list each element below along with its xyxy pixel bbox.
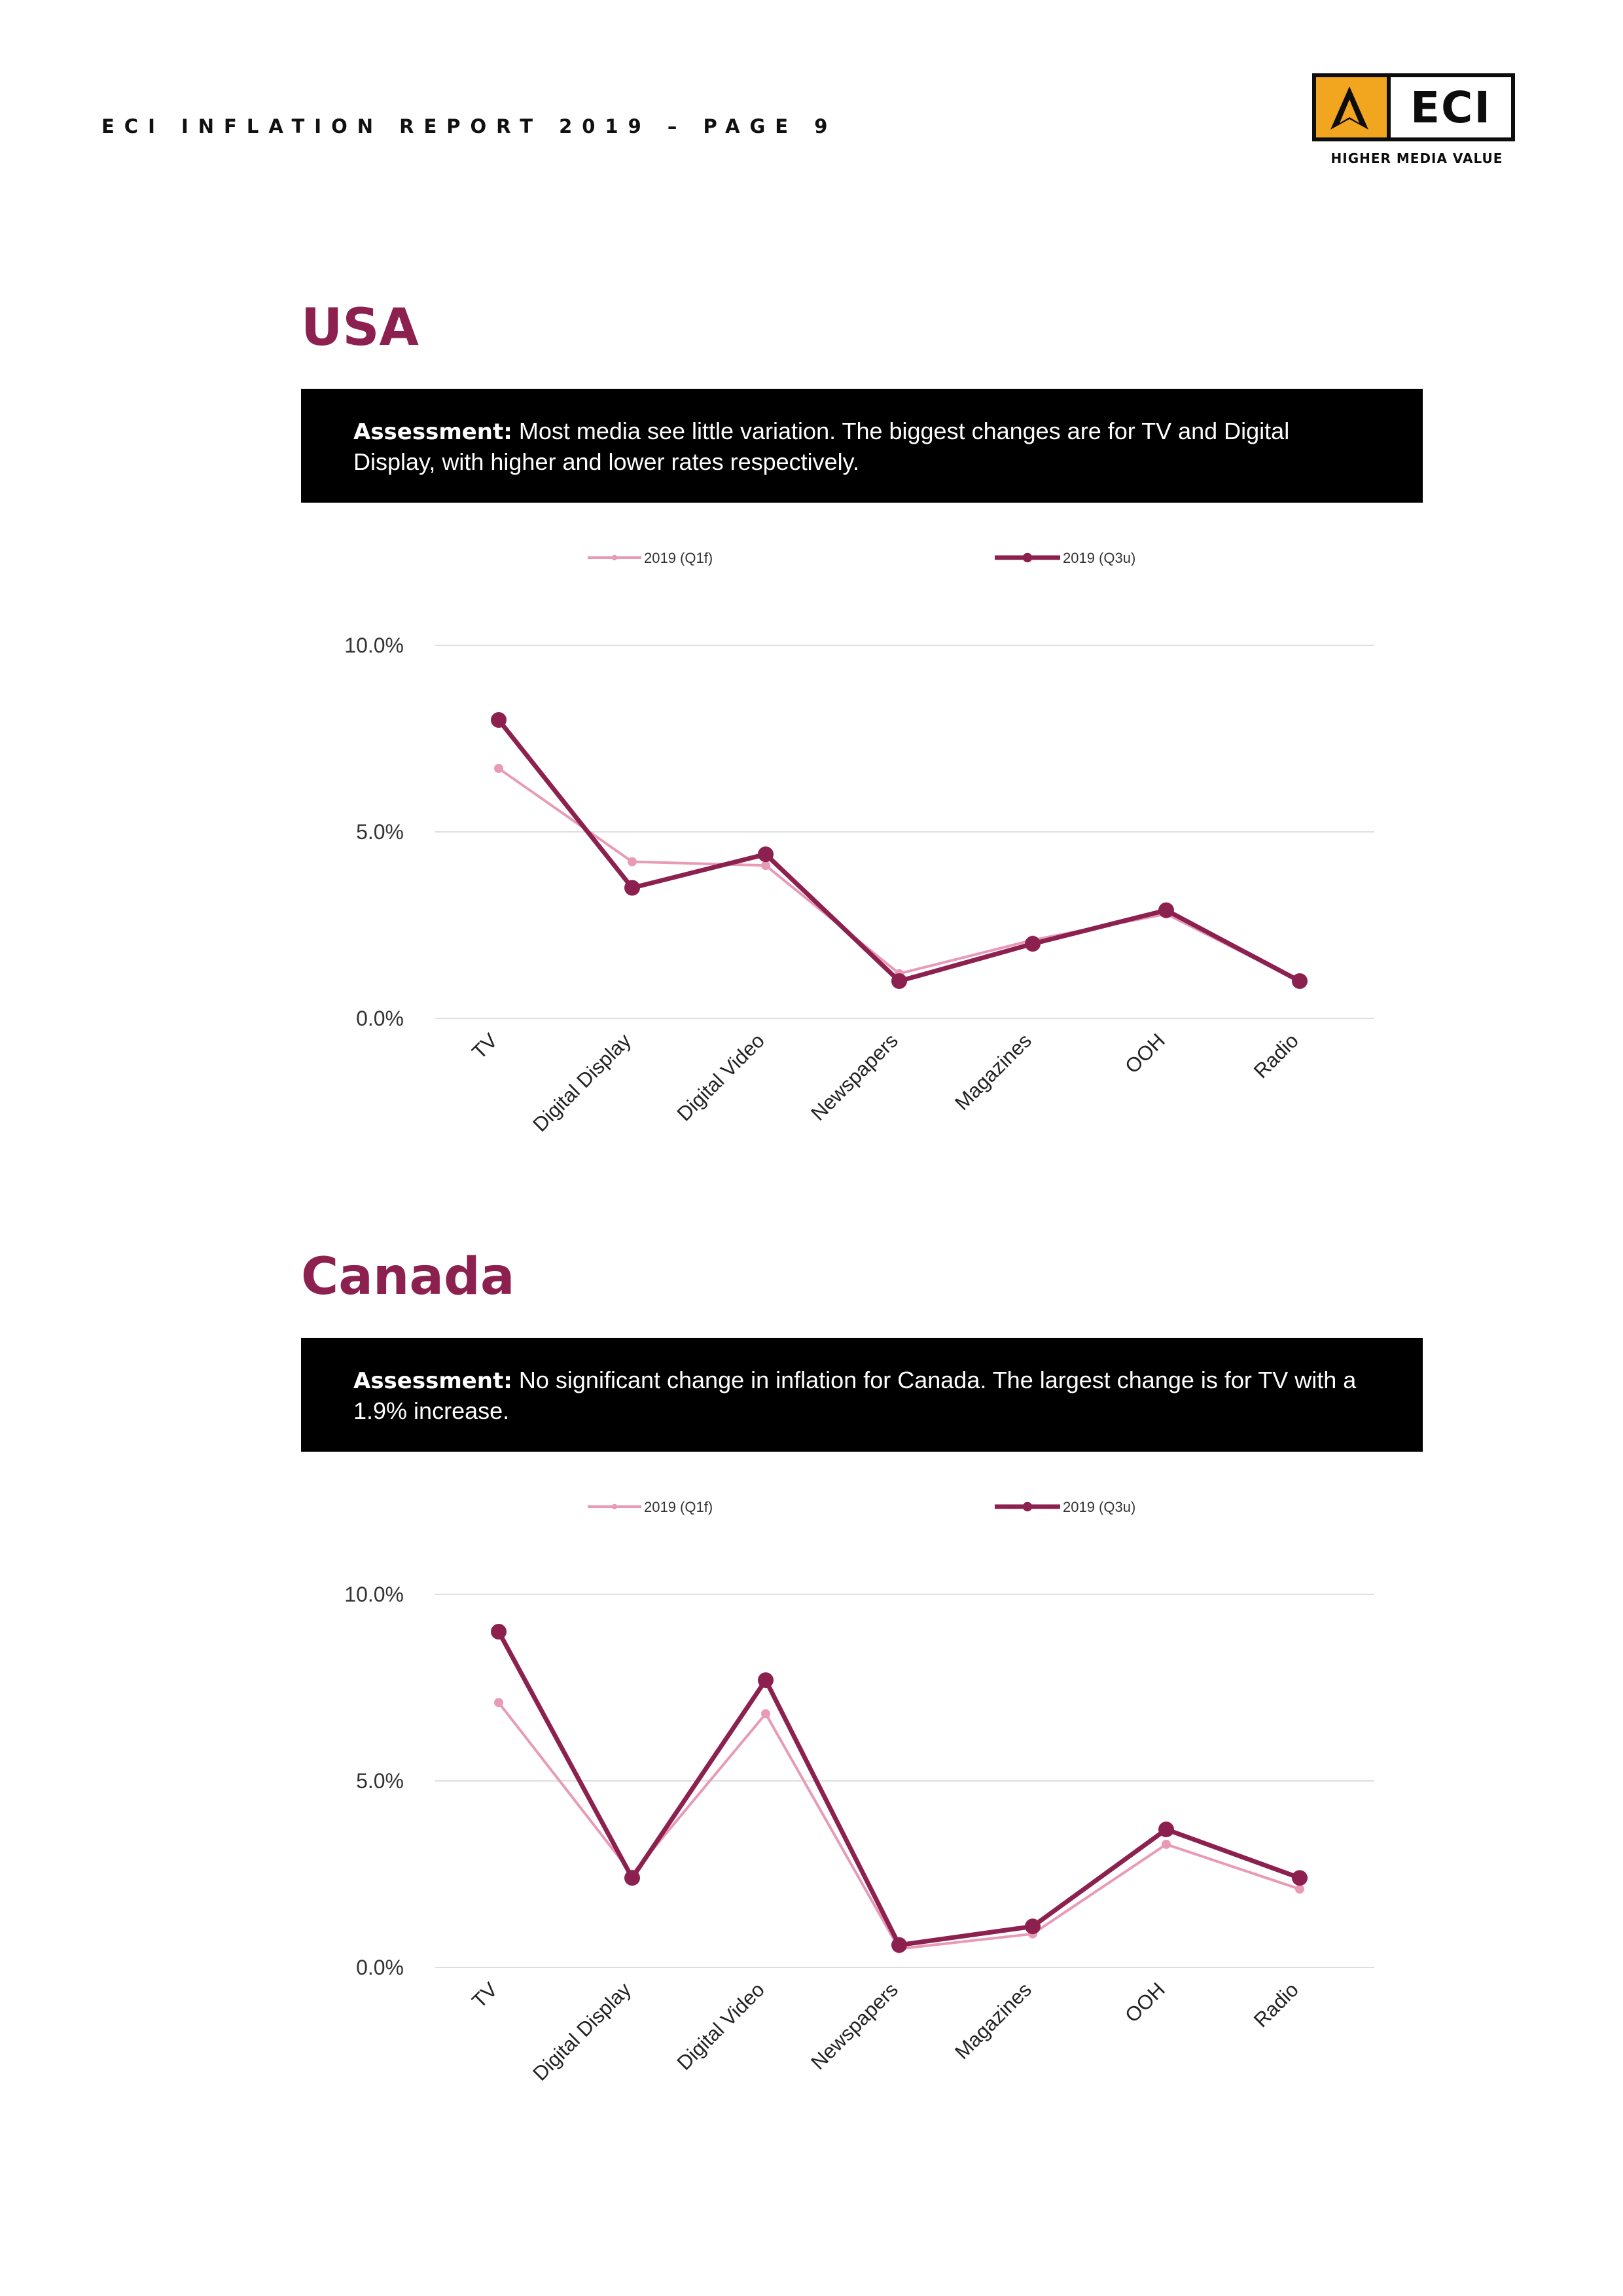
data-point (491, 712, 507, 728)
y-tick-label: 5.0% (356, 820, 404, 844)
data-point (624, 1870, 640, 1886)
data-point (1158, 902, 1174, 918)
y-tick-label: 0.0% (356, 1007, 404, 1030)
chart-canada: 2019 (Q1f) 2019 (Q3u) 0.0% 5.0% 10.0% TV Digit… (301, 1479, 1423, 2085)
logo-tagline: HIGHER MEDIA VALUE (1330, 151, 1503, 166)
data-point (761, 1709, 770, 1719)
data-point (761, 861, 770, 870)
section-title-usa: USA (301, 298, 419, 357)
data-point (891, 973, 907, 989)
data-point (494, 764, 503, 774)
data-point (758, 1672, 774, 1689)
x-tick-label: Radio (1249, 1029, 1303, 1083)
series-line (497, 1702, 1300, 1950)
x-tick-label: TV (467, 1978, 502, 2013)
x-tick-label: Digital Video (673, 1978, 769, 2074)
logo-arrow-icon (1316, 77, 1391, 137)
data-point (491, 1624, 507, 1640)
assessment-text: No significant change in inflation for C… (353, 1367, 1357, 1424)
legend-item: 2019 (Q1f) (588, 1499, 713, 1515)
series-q3 (491, 1624, 1308, 1953)
legend-swatch-dot (1022, 1501, 1033, 1512)
x-tick-label: Magazines (950, 1029, 1036, 1115)
legend-label: 2019 (Q1f) (644, 1499, 713, 1515)
series-q1 (494, 764, 1304, 986)
assessment-label: Assessment: (353, 419, 512, 445)
chart-canada-svg: 2019 (Q1f) 2019 (Q3u) 0.0% 5.0% 10.0% TV Digit… (344, 1499, 1374, 2085)
x-tick-label: Digital Video (673, 1029, 769, 1125)
logo-box: ECI (1312, 73, 1515, 141)
eci-logo: ECI HIGHER MEDIA VALUE (1312, 73, 1522, 171)
data-point (1292, 1870, 1308, 1886)
data-point (1292, 973, 1308, 989)
data-point (758, 846, 774, 863)
chart-usa-svg: 2019 (Q1f) 2019 (Q3u) 0.0% 5.0% 10.0% TV Digit… (344, 550, 1374, 1136)
y-tick-label: 10.0% (344, 634, 404, 657)
data-point (628, 857, 637, 867)
series-q1 (494, 1698, 1304, 1954)
x-tick-label: Radio (1249, 1978, 1303, 2032)
x-tick-label: OOH (1120, 1029, 1169, 1078)
series-q3 (491, 712, 1308, 989)
legend-label: 2019 (Q3u) (1063, 1499, 1135, 1515)
data-point (891, 1937, 907, 1953)
x-tick-label: Magazines (950, 1978, 1036, 2064)
assessment-box-canada: Assessment: No significant change in inf… (301, 1338, 1423, 1452)
data-point (1295, 1884, 1304, 1894)
x-tick-label: OOH (1120, 1978, 1169, 2027)
series-line (497, 718, 1301, 984)
assessment-label: Assessment: (353, 1368, 512, 1394)
section-title-canada: Canada (301, 1247, 515, 1306)
page-header: ECI INFLATION REPORT 2019 – PAGE 9 (101, 115, 838, 137)
data-point (1158, 1821, 1174, 1838)
data-point (1162, 1839, 1171, 1849)
data-point (494, 1698, 503, 1708)
legend-item: 2019 (Q3u) (995, 550, 1135, 566)
legend-item: 2019 (Q1f) (588, 550, 713, 566)
legend-label: 2019 (Q1f) (644, 550, 713, 566)
x-tick-label: Digital Display (528, 1978, 635, 2085)
legend-swatch-dot (611, 554, 618, 561)
data-point (1025, 1918, 1041, 1935)
series-line (496, 1630, 1301, 1948)
legend-swatch-dot (1022, 552, 1033, 563)
y-tick-label: 10.0% (344, 1583, 404, 1606)
x-tick-label: Digital Display (528, 1029, 635, 1136)
y-tick-label: 0.0% (356, 1956, 404, 1979)
x-tick-label: TV (467, 1029, 502, 1064)
y-tick-label: 5.0% (356, 1769, 404, 1793)
legend-label: 2019 (Q3u) (1063, 550, 1135, 566)
x-tick-label: Newspapers (806, 1978, 902, 2074)
x-tick-label: Newspapers (806, 1029, 902, 1125)
chart-usa: 2019 (Q1f) 2019 (Q3u) 0.0% 5.0% 10.0% TV Digit… (301, 530, 1423, 1136)
logo-text: ECI (1410, 82, 1492, 133)
data-point (624, 880, 640, 896)
assessment-box-usa: Assessment: Most media see little variat… (301, 389, 1423, 503)
assessment-text: Most media see little variation. The big… (353, 418, 1290, 475)
series-line (497, 767, 1300, 982)
legend-item: 2019 (Q3u) (995, 1499, 1135, 1515)
data-point (1025, 936, 1041, 952)
legend-swatch-dot (611, 1503, 618, 1510)
